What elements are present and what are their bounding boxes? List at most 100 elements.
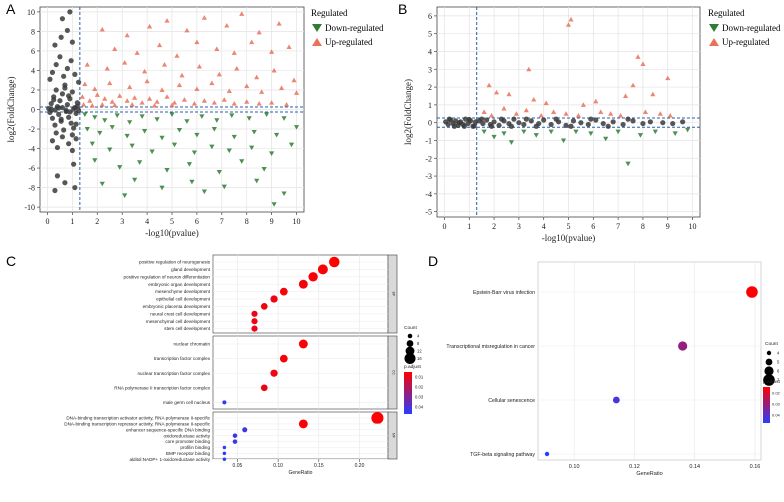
down-regulated-point <box>176 128 183 133</box>
not-significant-point <box>52 107 58 113</box>
up-regulated-point <box>164 94 170 99</box>
size-legend-dot <box>763 374 775 386</box>
term-dot <box>232 439 238 444</box>
term-label: BMP receptor binding <box>166 451 211 456</box>
x-tick-label: 0.14 <box>689 464 700 470</box>
not-significant-point <box>521 121 527 128</box>
term-label: DNA-binding transcription activator acti… <box>66 416 210 421</box>
up-regulated-point <box>568 16 574 22</box>
not-significant-point <box>66 93 72 99</box>
up-regulated-point <box>169 102 175 108</box>
not-significant-point <box>563 122 569 128</box>
down-regulated-point <box>139 114 145 119</box>
up-regulated-point <box>107 80 113 86</box>
up-regulated-point <box>87 98 93 103</box>
down-regulated-point <box>481 129 487 135</box>
y-tick-label: -3 <box>425 172 432 181</box>
up-regulated-point <box>239 11 245 16</box>
up-regulated-point <box>102 96 108 101</box>
not-significant-point <box>67 9 73 15</box>
term-dot <box>544 451 550 457</box>
term-label: profilin binding <box>180 445 210 450</box>
not-significant-point <box>533 123 539 129</box>
down-regulated-point <box>129 143 135 149</box>
not-significant-point <box>511 116 517 122</box>
up-regulated-point <box>99 26 105 32</box>
not-significant-point <box>69 132 75 138</box>
not-significant-point <box>49 69 56 76</box>
not-significant-point <box>71 125 77 131</box>
x-tick-label: 0.20 <box>355 463 365 469</box>
up-regulated-point <box>231 50 237 55</box>
x-axis-label: GeneRatio <box>636 471 662 477</box>
up-regulated-point <box>513 111 519 116</box>
down-regulated-point <box>127 120 133 125</box>
up-regulated-point <box>640 61 646 66</box>
term-dot <box>222 400 227 405</box>
up-regulated-point <box>278 85 285 91</box>
not-significant-point <box>59 91 66 97</box>
not-significant-point <box>69 147 75 154</box>
not-significant-point <box>479 116 485 122</box>
up-regulated-point <box>94 92 100 97</box>
down-regulated-point <box>603 136 609 142</box>
not-significant-point <box>69 89 75 95</box>
not-significant-point <box>62 85 68 91</box>
not-significant-point <box>516 120 522 126</box>
not-significant-point <box>69 39 75 45</box>
up-regulated-point <box>214 46 220 51</box>
up-regulated-point <box>531 96 537 102</box>
legend-title: Regulated <box>311 8 348 18</box>
up-regulated-point <box>122 60 128 65</box>
x-axis-label: GeneRatio <box>289 470 313 476</box>
term-dot <box>298 279 308 289</box>
x-tick-label: 0.12 <box>629 464 640 470</box>
term-dot <box>308 272 318 282</box>
down-regulated-point <box>274 132 280 138</box>
size-legend-dot <box>404 352 416 365</box>
not-significant-point <box>59 16 66 22</box>
term-label: positive regulation of neurogenesis <box>139 260 211 265</box>
not-significant-point <box>605 123 611 129</box>
down-regulated-point <box>97 130 103 136</box>
not-significant-point <box>54 144 61 151</box>
up-regulated-point <box>181 97 188 102</box>
not-significant-point <box>456 120 462 126</box>
down-regulated-point <box>533 133 539 138</box>
term-label: neural crest cell development <box>150 311 210 316</box>
volcano-plot-a: 0 1 2 3 4 5 6 7 8 9 10 -10 -8 -6 -4 -2 0 2 4 6 8 10 -log10(pva… <box>6 6 305 238</box>
not-significant-point <box>53 61 59 68</box>
up-regulated-point <box>82 81 88 87</box>
facet-strip <box>387 335 398 410</box>
up-regulated-point <box>254 74 260 80</box>
down-regulated-point <box>246 116 252 121</box>
term-label: Epstein-Barr virus infection <box>473 290 535 296</box>
up-regulated-point <box>486 82 492 88</box>
up-regulated-point <box>201 98 207 103</box>
up-regulated-point <box>269 100 275 105</box>
not-significant-point <box>451 123 457 129</box>
term-dot <box>222 445 227 450</box>
up-regulated-point <box>593 98 599 104</box>
not-significant-point <box>51 97 57 103</box>
not-significant-point <box>66 141 72 147</box>
term-label: mesenchyme development <box>155 289 211 294</box>
up-regulated-point <box>563 111 569 116</box>
up-regulated-point <box>196 63 202 69</box>
size-legend-label: 4 <box>417 334 420 339</box>
term-dot <box>279 354 288 363</box>
y-tick-label: -2 <box>28 125 35 134</box>
not-significant-point <box>67 109 73 115</box>
down-regulated-point <box>231 134 237 140</box>
x-tick-label: 0.10 <box>273 463 283 469</box>
size-legend-label: 4 <box>777 351 780 356</box>
down-regulated-point <box>164 168 170 173</box>
x-tick-label: 8 <box>245 217 249 226</box>
not-significant-point <box>76 107 82 114</box>
up-regulated-point <box>283 102 290 107</box>
up-regulated-point <box>117 93 123 98</box>
up-regulated-point <box>630 82 636 88</box>
not-significant-point <box>593 117 599 123</box>
not-significant-point <box>660 120 666 126</box>
